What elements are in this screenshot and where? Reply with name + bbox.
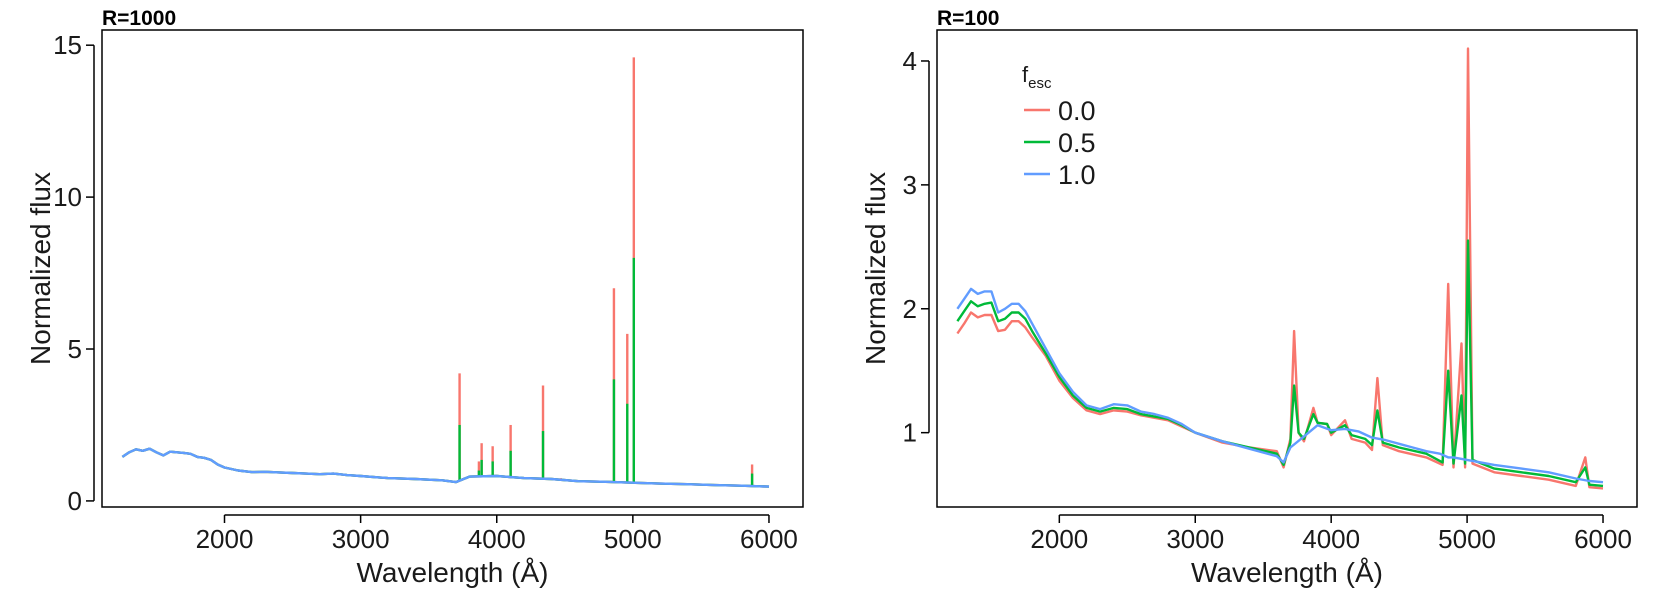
y-tick-label: 15 [53,30,82,60]
panel-r1000: R=1000 2000 3000 4000 5000 6000 0 5 10 15 Wavel… [25,7,804,588]
legend-label: 1.0 [1058,160,1096,190]
plot-area [121,57,770,488]
panel-r100: R=100 2000 3000 4000 5000 6000 1 2 3 4 Waveleng… [860,7,1638,588]
x-tick-label: 3000 [1166,524,1224,554]
x-axis: 2000 3000 4000 5000 6000 [1030,514,1632,554]
legend-label: 0.0 [1058,96,1096,126]
legend: fesc 0.00.51.0 [1022,62,1096,190]
series-0.5 [121,257,770,488]
y-axis-title: Normalized flux [25,172,56,365]
panel-title: R=100 [937,7,999,30]
panel-title: R=1000 [102,7,176,30]
legend-title-main: f [1022,62,1029,87]
x-tick-label: 3000 [332,524,390,554]
legend-title-sub: esc [1028,75,1052,92]
series-line [121,447,770,488]
x-tick-label: 6000 [1574,524,1632,554]
x-axis-title: Wavelength (Å) [357,557,549,588]
x-tick-label: 2000 [196,524,254,554]
x-axis: 2000 3000 4000 5000 6000 [196,514,798,554]
y-tick-label: 3 [903,170,917,200]
y-tick-label: 1 [903,418,917,448]
series-line [956,47,1604,490]
series-line [956,239,1604,488]
series-1.0 [121,447,770,488]
y-axis: 1 2 3 4 [903,46,930,448]
y-tick-label: 0 [68,486,82,516]
x-tick-label: 5000 [604,524,662,554]
y-axis: 0 5 10 15 [53,30,95,516]
plot-area [956,47,1604,490]
x-axis-title: Wavelength (Å) [1191,557,1383,588]
series-0.5 [956,239,1604,488]
y-tick-label: 5 [68,334,82,364]
y-tick-label: 2 [903,294,917,324]
x-tick-label: 5000 [1438,524,1496,554]
series-0.0 [121,57,770,488]
x-tick-label: 4000 [468,524,526,554]
x-tick-label: 2000 [1030,524,1088,554]
series-0.0 [956,47,1604,490]
plot-frame [101,29,804,508]
series-line [956,287,1604,484]
series-1.0 [956,287,1604,484]
legend-label: 0.5 [1058,128,1096,158]
plot-frame [936,29,1638,508]
y-tick-label: 4 [903,46,917,76]
x-tick-label: 6000 [740,524,798,554]
x-tick-label: 4000 [1302,524,1360,554]
y-tick-label: 10 [53,182,82,212]
legend-title: fesc [1022,62,1052,92]
y-axis-title: Normalized flux [860,172,891,365]
